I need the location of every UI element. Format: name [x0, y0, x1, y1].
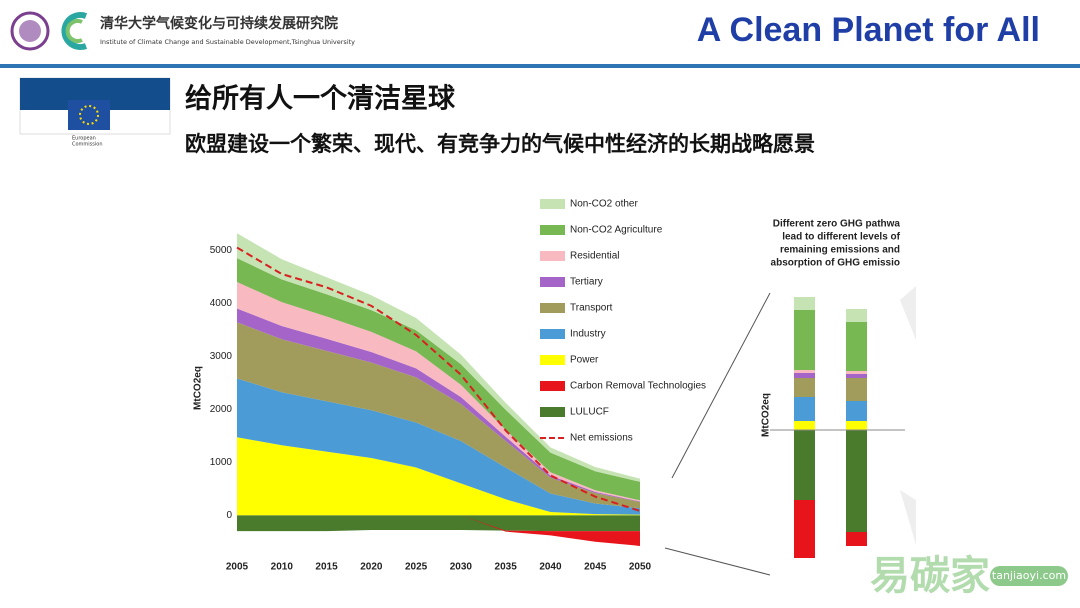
institute-logo: [61, 12, 88, 50]
watermark: 易碳家: [870, 553, 990, 599]
bar-segment: [794, 378, 815, 397]
y-tick-label: 1000: [210, 457, 233, 468]
zoom-line: [664, 547, 771, 576]
institute-en: Institute of Climate Change and Sustaina…: [100, 38, 355, 46]
zoom-line: [671, 292, 771, 479]
eu-logo-text: European: [72, 136, 96, 142]
legend-swatch: [540, 329, 565, 339]
bar-segment: [794, 500, 815, 558]
header: 清华大学气候变化与可持续发展研究院 Institute of Climate C…: [0, 11, 1080, 68]
area: [237, 378, 640, 515]
legend-label: Carbon Removal Technologies: [570, 381, 706, 392]
legend-swatch: [540, 225, 565, 235]
legend-swatch: [540, 199, 565, 209]
legend-label: Power: [570, 355, 599, 366]
university-seal-inner: [19, 20, 41, 42]
legend-label: LULUCF: [570, 407, 609, 418]
header-title: A Clean Planet for All: [697, 11, 1040, 49]
x-tick-label: 2010: [271, 562, 294, 573]
area: [237, 282, 640, 502]
annotation: absorption of GHG emissio: [771, 258, 900, 269]
x-tick-label: 2025: [405, 562, 428, 573]
decoration: [900, 490, 916, 545]
y-tick-label: 5000: [210, 245, 233, 256]
eu-stars: [79, 105, 99, 125]
bar-segment: [794, 370, 815, 373]
bar-segment: [846, 309, 867, 322]
legend-label: Non-CO2 Agriculture: [570, 225, 663, 236]
y-tick-label: 0: [226, 510, 232, 521]
x-tick-label: 2050: [629, 562, 652, 573]
legend-label: Tertiary: [570, 277, 603, 288]
y-tick-label: 3000: [210, 351, 233, 362]
decoration: [900, 286, 916, 340]
bar-segment: [846, 401, 867, 421]
y-axis-label: MtCO2eq: [193, 366, 204, 410]
bar-segment: [794, 397, 815, 421]
area: [237, 437, 640, 516]
bar-segment: [846, 430, 867, 532]
bar-segment: [794, 430, 815, 500]
bar-segment: [846, 371, 867, 374]
legend-swatch: [540, 407, 565, 417]
x-tick-label: 2045: [584, 562, 607, 573]
institute-logo-inner: [65, 19, 83, 43]
legend-label: Residential: [570, 251, 619, 262]
eu-logo-text: Commission: [72, 142, 103, 148]
legend-swatch: [540, 303, 565, 313]
eu-flag: [68, 100, 110, 130]
university-seal: [10, 11, 50, 51]
area: [237, 515, 640, 532]
watermark-site: tanjiaoyi.com: [992, 569, 1066, 582]
x-tick-label: 2020: [360, 562, 383, 573]
area: [237, 308, 640, 502]
annotation: remaining emissions and: [780, 245, 900, 256]
institute-cn: 清华大学气候变化与可持续发展研究院: [100, 15, 338, 32]
x-tick-label: 2040: [539, 562, 562, 573]
bar-segment: [794, 421, 815, 430]
watermark-badge: [990, 566, 1068, 586]
bar-segment: [794, 373, 815, 378]
bar-segment: [846, 322, 867, 371]
bar-segment: [794, 310, 815, 370]
legend-label: Net emissions: [570, 433, 633, 444]
legend-label: Industry: [570, 329, 606, 340]
y-tick-label: 2000: [210, 404, 233, 415]
slide-subtitle: 欧盟建设一个繁荣、现代、有竞争力的气候中性经济的长期战略愿景: [185, 132, 815, 156]
legend-swatch: [540, 381, 565, 391]
area: [237, 322, 640, 509]
legend-label: Transport: [570, 303, 613, 314]
bar-segment: [846, 421, 867, 430]
slide-title: 给所有人一个清洁星球: [185, 84, 456, 115]
area: [237, 233, 640, 482]
annotation: Different zero GHG pathwa: [773, 219, 901, 230]
x-tick-label: 2035: [495, 562, 518, 573]
legend-swatch: [540, 355, 565, 365]
x-tick-label: 2005: [226, 562, 249, 573]
legend-swatch: [540, 277, 565, 287]
legend-swatch: [540, 251, 565, 261]
bar-segment: [846, 374, 867, 378]
eu-logo: European Commission: [19, 77, 171, 148]
header-rule: [0, 64, 1080, 68]
area: [237, 258, 640, 501]
legend-label: Non-CO2 other: [570, 199, 638, 210]
bar-segment: [794, 297, 815, 310]
net-emissions-line: [236, 246, 641, 512]
annotation: lead to different levels of: [782, 232, 900, 243]
bar-segment: [846, 378, 867, 401]
x-tick-label: 2015: [315, 562, 338, 573]
x-tick-label: 2030: [450, 562, 473, 573]
y-tick-label: 4000: [210, 298, 233, 309]
y-axis-label: MtCO2eq: [761, 393, 772, 437]
bar-segment: [846, 532, 867, 546]
